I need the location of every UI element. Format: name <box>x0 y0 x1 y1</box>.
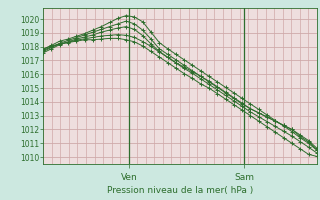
X-axis label: Pression niveau de la mer( hPa ): Pression niveau de la mer( hPa ) <box>107 186 253 195</box>
